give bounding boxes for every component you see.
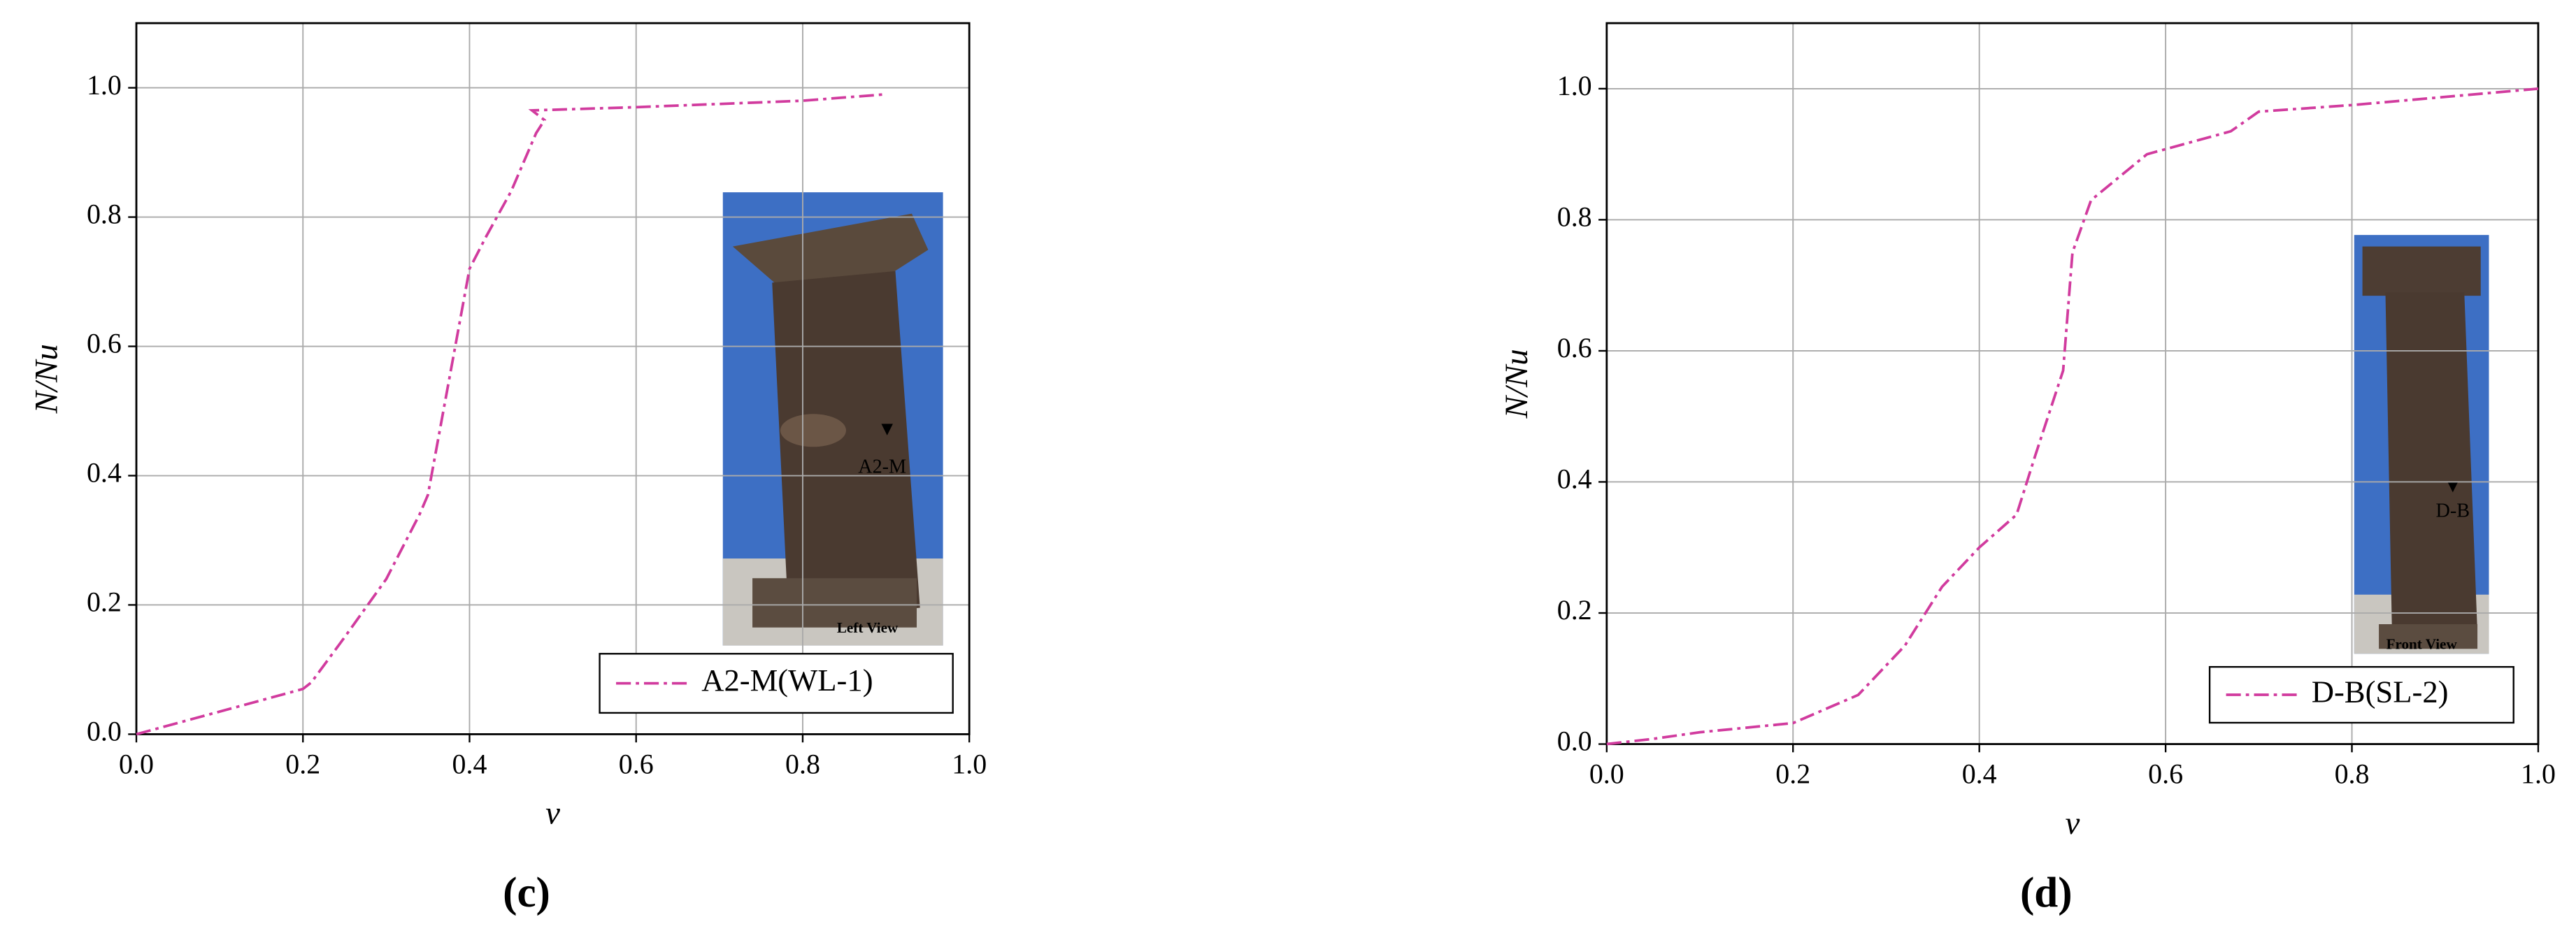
- photo-annotation: A2-M: [858, 456, 906, 477]
- panel-label: (c): [503, 870, 550, 916]
- photo-annotation: Left View: [837, 619, 899, 636]
- y-tick-label: 0.6: [1557, 332, 1592, 363]
- y-tick-label: 0.0: [1557, 726, 1592, 757]
- x-tick-label: 0.4: [1962, 758, 1997, 790]
- inset-photo: ▼: [722, 192, 943, 646]
- y-tick-label: 0.0: [87, 716, 122, 747]
- plot-frame: [135, 22, 971, 735]
- x-tick-label: 0.6: [619, 749, 654, 780]
- y-tick-label: 0.4: [87, 457, 122, 489]
- legend-label: D-B(SL-2): [2312, 674, 2449, 709]
- plot-frame: [1605, 22, 2540, 745]
- y-axis-label: N/Nu: [28, 344, 64, 414]
- inset-photo: ▼: [2354, 235, 2489, 654]
- y-tick-label: 0.8: [1557, 201, 1592, 233]
- svg-text:▼: ▼: [878, 418, 897, 440]
- x-tick-label: 0.0: [1589, 758, 1624, 790]
- y-tick-label: 1.0: [1557, 70, 1592, 101]
- data-line: [136, 92, 887, 736]
- y-tick-label: 0.8: [87, 199, 122, 230]
- y-axis-label: N/Nu: [1498, 349, 1535, 419]
- x-axis-label: ν: [2065, 805, 2080, 842]
- y-tick-label: 1.0: [87, 69, 122, 101]
- y-tick-label: 0.4: [1557, 463, 1592, 495]
- svg-text:▼: ▼: [2444, 476, 2462, 496]
- x-tick-label: 1.0: [2521, 758, 2556, 790]
- panel-label: (d): [2020, 870, 2073, 916]
- y-tick-label: 0.6: [87, 328, 122, 359]
- photo-annotation: D-B: [2436, 500, 2470, 522]
- legend-label: A2-M(WL-1): [701, 663, 873, 698]
- x-axis-label: ν: [545, 795, 560, 832]
- data-line: [1606, 87, 2539, 746]
- x-tick-label: 0.6: [2148, 758, 2183, 790]
- x-tick-label: 0.2: [285, 749, 320, 780]
- y-tick-label: 0.2: [87, 586, 122, 618]
- x-tick-label: 1.0: [952, 749, 987, 780]
- x-tick-label: 0.0: [119, 749, 154, 780]
- photo-annotation: Front View: [2387, 635, 2458, 652]
- y-tick-label: 0.2: [1557, 594, 1592, 626]
- x-tick-label: 0.4: [452, 749, 487, 780]
- x-tick-label: 0.2: [1775, 758, 1810, 790]
- x-tick-label: 0.8: [2335, 758, 2370, 790]
- x-tick-label: 0.8: [785, 749, 820, 780]
